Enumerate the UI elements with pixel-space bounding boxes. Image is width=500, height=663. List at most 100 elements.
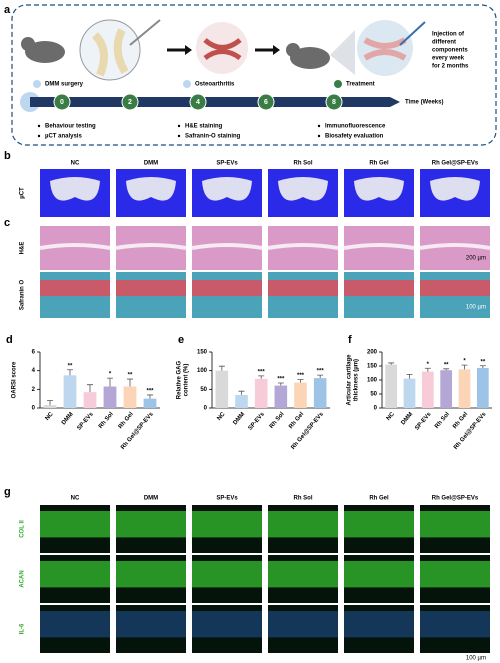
group-label: Rh Gel [369, 496, 389, 502]
error-bar [479, 365, 486, 368]
scale-bar-label: 200 µm [466, 256, 486, 262]
injection-line: every week [432, 56, 465, 62]
bar [440, 370, 453, 408]
joint-space [343, 243, 415, 250]
cartilage-layer [40, 280, 110, 297]
panel-label: a [4, 4, 11, 16]
error-bar [277, 382, 284, 386]
significance: * [463, 359, 466, 365]
group-label: SP-EVs [216, 161, 238, 167]
stain-band [420, 611, 490, 638]
timeline-tick: 8 [332, 99, 336, 106]
assay: Behaviour testing [45, 124, 96, 130]
joint-space [419, 243, 491, 250]
bone-structure [278, 177, 328, 201]
row-label: Safranin O [20, 279, 26, 310]
stain-band [420, 561, 490, 588]
group-label: DMM [144, 496, 158, 502]
assay: H&E staining [185, 124, 223, 130]
y-axis-label: Articular cartilage [347, 354, 353, 406]
assay: Safranin-O staining [185, 134, 241, 140]
panel-label: g [4, 486, 11, 498]
stain-band [40, 561, 110, 588]
group-label: Rh Gel@SP-EVs [432, 496, 479, 502]
y-tick-label: 200 [367, 350, 378, 356]
timeline-node [121, 93, 139, 111]
injection-line: different [432, 40, 456, 46]
y-tick-label: 0 [374, 406, 378, 412]
bar [254, 378, 268, 408]
timeline-node [189, 93, 207, 111]
x-tick-label: NC [45, 411, 56, 422]
error-bar [317, 374, 324, 379]
error-bar [297, 379, 304, 383]
injection-line: for 2 months [432, 64, 469, 70]
y-tick-label: 4 [32, 368, 36, 374]
error-bar [238, 390, 245, 395]
stain-band [344, 561, 414, 588]
group-label: NC [71, 161, 80, 167]
row-label: IL-6 [20, 623, 26, 634]
significance: ** [480, 359, 485, 365]
y-tick-label: 50 [200, 387, 207, 393]
cartilage-layer [344, 280, 414, 297]
bullet [317, 124, 321, 128]
y-axis-label: OARSI score [12, 361, 18, 398]
bar [83, 392, 97, 408]
row-label: H&E [20, 242, 26, 255]
timeline-node [325, 93, 343, 111]
bar [103, 386, 117, 408]
significance: ** [128, 373, 133, 379]
y-tick-label: 100 [197, 368, 208, 374]
bullet [317, 134, 321, 138]
x-tick-label: DMM [400, 411, 414, 426]
row-label: µCT [20, 187, 26, 199]
stain-band [116, 611, 186, 638]
bullet [37, 134, 41, 138]
timeline-node [53, 93, 71, 111]
bone-structure [354, 177, 404, 201]
x-tick-label: SP-EVs [76, 411, 95, 432]
x-tick-label: Rh Sol [269, 411, 286, 430]
cartilage-layer [268, 280, 338, 297]
bar [215, 370, 229, 408]
x-tick-label: DMM [61, 411, 75, 426]
timeline-ticks: 0 2 4 6 8 [53, 93, 343, 111]
significance: *** [277, 377, 285, 383]
stain-band [116, 561, 186, 588]
group-label: Rh Sol [294, 161, 313, 167]
stain-band [268, 561, 338, 588]
scale-bar-label: 100 µm [466, 656, 486, 662]
bar [313, 378, 327, 408]
bar [274, 385, 288, 408]
joint-space [267, 243, 339, 250]
panel-border [11, 4, 497, 146]
bar [476, 367, 489, 408]
timeline-tick: 0 [60, 99, 64, 106]
bone-structure [202, 177, 252, 201]
bar [458, 369, 471, 408]
stain-band [192, 561, 262, 588]
image-panels: NC DMM SP-EVs Rh Sol Rh Gel Rh Gel@SP-EVsµCTH… [20, 161, 491, 662]
injection-note: Injection of different components every wee… [432, 32, 469, 70]
panel-label: d [6, 334, 13, 346]
injection-line: components [432, 48, 468, 54]
error-bar [147, 394, 153, 399]
error-bar [424, 367, 431, 372]
significance: *** [258, 369, 266, 375]
cartilage-layer [420, 280, 490, 297]
x-tick-label: Rh Gel [288, 411, 305, 430]
y-axis-label: content (%) [184, 364, 190, 397]
timeline-node [257, 93, 275, 111]
group-label: Rh Sol [294, 496, 313, 502]
bar [294, 382, 307, 408]
x-tick-label: Rh Gel [118, 411, 135, 430]
significance: ** [444, 362, 449, 368]
y-tick-label: 2 [32, 387, 36, 393]
stain-band [40, 611, 110, 638]
y-tick-label: 0 [204, 406, 208, 412]
cartilage-layer [192, 280, 262, 297]
bar [63, 375, 77, 408]
injection-line: Injection of [432, 32, 465, 38]
bar [235, 394, 248, 408]
